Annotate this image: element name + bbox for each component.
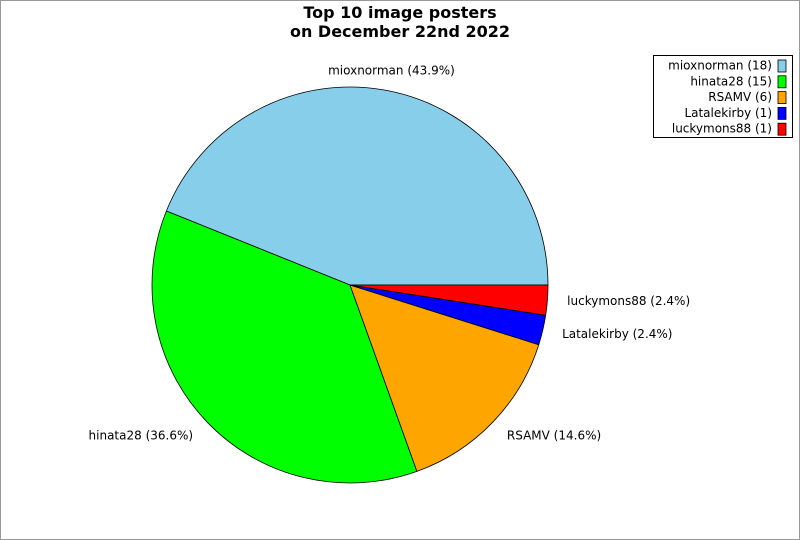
pie-slice — [349, 284, 549, 316]
legend-label: luckymons88 (1) — [672, 122, 772, 136]
legend-label: mioxnorman (18) — [668, 59, 772, 73]
pie-slice — [165, 86, 549, 286]
legend-label: hinata28 (15) — [690, 74, 772, 88]
legend-swatch — [777, 75, 787, 89]
legend-swatch — [777, 122, 787, 136]
slice-label: mioxnorman (43.9%) — [328, 64, 455, 78]
legend-label: Latalekirby (1) — [684, 106, 772, 120]
chart-title: Top 10 image posters on December 22nd 20… — [289, 3, 511, 41]
legend-swatch — [777, 91, 787, 104]
pie-slice — [349, 284, 540, 472]
slice-label: RSAMV (14.6%) — [507, 429, 601, 443]
legend-label: RSAMV (6) — [708, 90, 772, 104]
slice-label: Latalekirby (2.4%) — [562, 327, 672, 341]
pie-slice — [151, 210, 418, 484]
legend-box — [653, 55, 793, 138]
slice-label: hinata28 (36.6%) — [89, 429, 194, 443]
slice-label: luckymons88 (2.4%) — [567, 294, 690, 308]
legend-swatch — [777, 59, 787, 73]
legend-swatch — [777, 107, 787, 120]
